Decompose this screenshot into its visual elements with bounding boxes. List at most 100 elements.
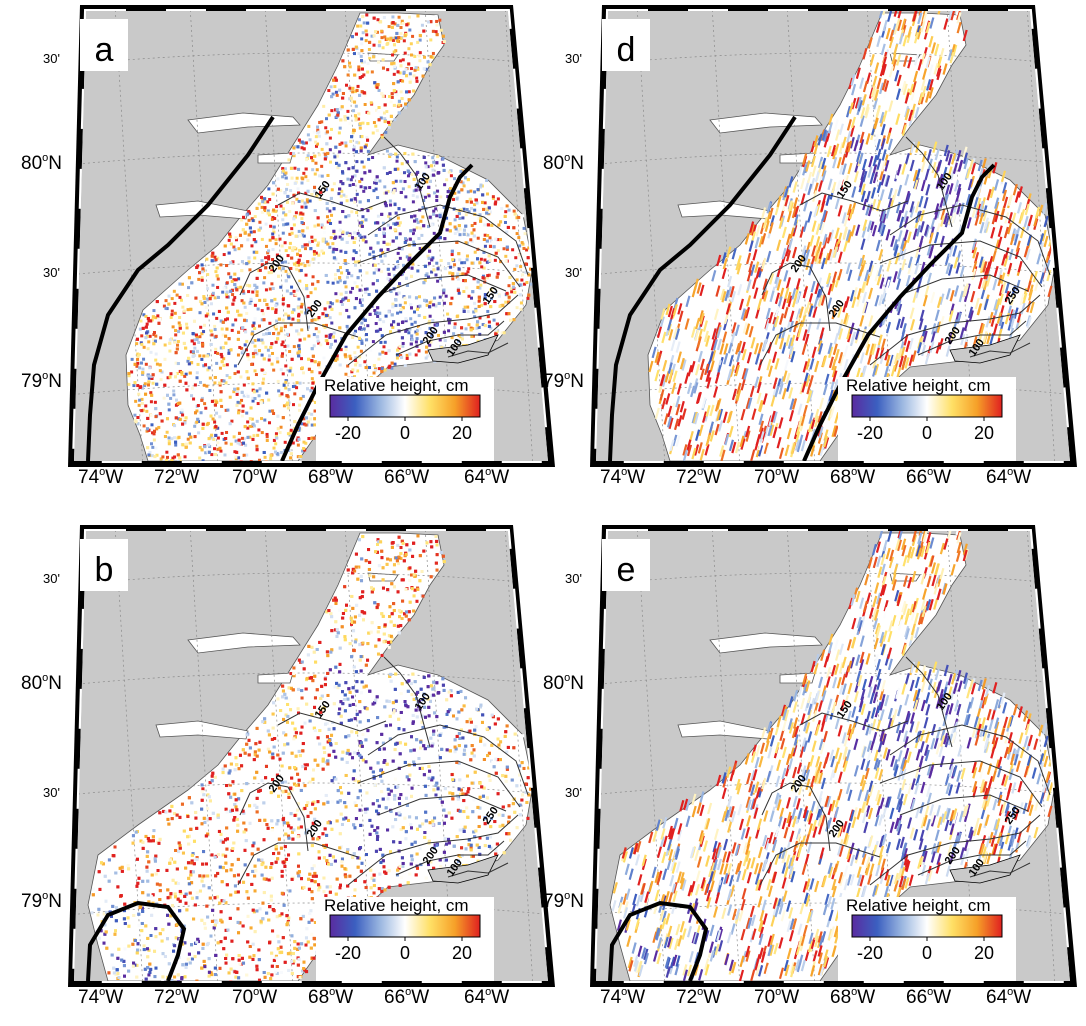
- data-point: [140, 409, 144, 413]
- data-point: [202, 364, 206, 368]
- data-point: [344, 290, 348, 294]
- data-streak: [904, 152, 910, 165]
- data-point: [488, 258, 492, 262]
- data-point: [464, 272, 468, 276]
- data-streak: [876, 158, 882, 171]
- data-point: [374, 124, 378, 128]
- data-streak: [690, 385, 696, 398]
- data-point: [260, 259, 264, 263]
- data-streak: [692, 411, 699, 424]
- data-streak: [824, 437, 830, 449]
- data-point: [219, 352, 223, 356]
- data-point: [417, 349, 421, 353]
- data-point: [208, 388, 212, 392]
- data-point: [350, 274, 354, 278]
- data-point: [255, 250, 259, 254]
- data-streak: [879, 210, 885, 222]
- data-point: [226, 408, 230, 412]
- data-point: [290, 176, 294, 180]
- data-point: [200, 398, 204, 402]
- data-point: [185, 326, 189, 330]
- data-streak: [774, 315, 780, 328]
- data-streak: [837, 251, 843, 264]
- data-streak: [970, 162, 976, 175]
- data-point: [273, 217, 277, 221]
- data-point: [388, 123, 392, 127]
- data-point: [389, 330, 393, 334]
- data-point: [405, 90, 409, 94]
- data-point: [470, 296, 474, 300]
- data-point: [358, 76, 362, 80]
- data-point: [286, 401, 290, 405]
- data-point: [155, 300, 159, 304]
- data-point: [136, 384, 140, 388]
- data-point: [305, 226, 309, 230]
- data-streak: [815, 236, 821, 248]
- data-point: [153, 455, 157, 459]
- data-point: [318, 365, 322, 369]
- data-point: [390, 313, 394, 317]
- data-point: [357, 112, 361, 116]
- data-point: [213, 255, 217, 259]
- data-point: [242, 441, 246, 445]
- data-streak: [948, 183, 954, 195]
- data-point: [343, 259, 347, 263]
- data-point: [429, 55, 433, 59]
- data-point: [181, 413, 185, 417]
- data-point: [400, 162, 404, 166]
- data-streak: [801, 245, 807, 257]
- data-point: [320, 225, 324, 229]
- data-point: [263, 209, 267, 213]
- data-streak: [809, 358, 815, 370]
- data-point: [357, 117, 361, 121]
- data-streak: [869, 54, 875, 66]
- data-streak: [699, 448, 705, 461]
- data-streak: [736, 350, 742, 363]
- data-point: [398, 59, 402, 63]
- data-point: [250, 217, 254, 221]
- data-streak: [705, 335, 711, 347]
- data-point: [412, 177, 416, 181]
- data-point: [313, 423, 317, 427]
- data-streak: [763, 290, 769, 302]
- data-streak: [979, 247, 985, 259]
- data-point: [381, 251, 385, 255]
- data-point: [376, 18, 380, 22]
- data-streak: [1023, 215, 1029, 228]
- data-streak: [693, 382, 699, 394]
- data-streak: [893, 11, 899, 17]
- data-point: [361, 317, 365, 321]
- data-point: [165, 450, 169, 454]
- data-point: [478, 332, 482, 336]
- data-point: [280, 260, 284, 264]
- data-point: [296, 263, 300, 267]
- data-point: [325, 130, 329, 134]
- data-streak: [914, 201, 920, 213]
- data-point: [415, 226, 419, 230]
- data-streak: [973, 196, 979, 208]
- data-streak: [890, 235, 896, 248]
- data-point: [355, 160, 359, 164]
- data-point: [266, 327, 270, 331]
- data-streak: [859, 77, 865, 89]
- data-point: [488, 210, 492, 214]
- data-point: [519, 301, 523, 305]
- data-point: [281, 352, 285, 356]
- data-point: [318, 371, 322, 375]
- data-streak: [758, 413, 764, 426]
- data-point: [353, 73, 357, 77]
- data-point: [375, 108, 379, 112]
- data-point: [267, 271, 271, 275]
- data-point: [191, 386, 195, 390]
- data-streak: [837, 205, 843, 217]
- data-point: [253, 317, 257, 321]
- data-point: [352, 109, 356, 113]
- data-streak: [827, 122, 833, 134]
- data-point: [264, 345, 268, 349]
- data-point: [313, 154, 317, 158]
- data-point: [512, 226, 516, 230]
- data-point: [494, 291, 498, 295]
- data-streak: [698, 310, 704, 322]
- data-point: [184, 381, 188, 385]
